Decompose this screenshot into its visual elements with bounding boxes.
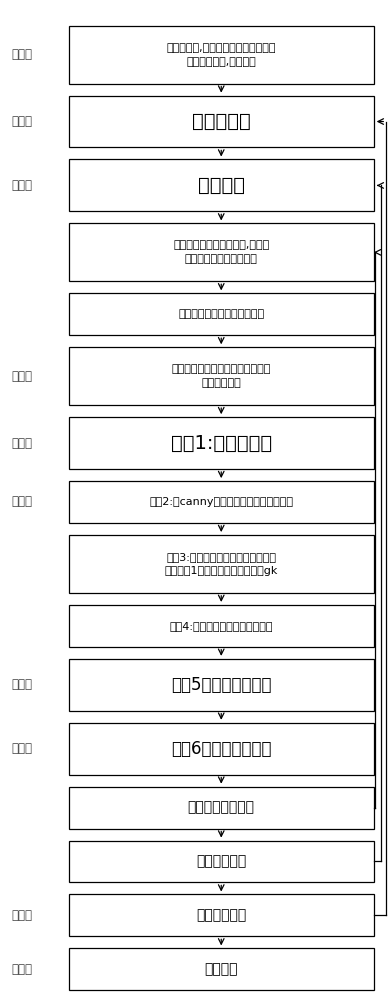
Text: 循环结束: 循环结束: [204, 962, 238, 976]
Bar: [69, 948, 374, 990]
Bar: [69, 96, 374, 147]
Text: 建立阻抗矩阵对角汉森矩阵的计算
计算代价函数: 建立阻抗矩阵对角汉森矩阵的计算 计算代价函数: [172, 364, 271, 388]
Bar: [69, 723, 374, 775]
Text: 第四步: 第四步: [12, 370, 33, 383]
Bar: [69, 159, 374, 211]
Text: 步骤3:利用探测得到的模型边界信息
修正步骤1中得到的目标函数梯度gk: 步骤3:利用探测得到的模型边界信息 修正步骤1中得到的目标函数梯度gk: [165, 552, 278, 576]
Bar: [69, 535, 374, 593]
Text: 读取上个频率的反演结果,如果是
第一个频率则为初始模型: 读取上个频率的反演结果,如果是 第一个频率则为初始模型: [173, 240, 269, 264]
Text: 初始化梯度,对角汉森矩阵和代价函数
读取初始模型,初始边界: 初始化梯度,对角汉森矩阵和代价函数 读取初始模型,初始边界: [167, 43, 276, 67]
Text: 迭代终止条件: 迭代终止条件: [196, 854, 246, 868]
Bar: [69, 481, 374, 523]
Text: 步骤2:用canny边缘检测算子检测模型边缘: 步骤2:用canny边缘检测算子检测模型边缘: [149, 497, 293, 507]
Bar: [69, 659, 374, 711]
Text: 步骤5：计算迭代步长: 步骤5：计算迭代步长: [171, 676, 271, 694]
Bar: [69, 894, 374, 936]
Text: 步骤4:二次滤波增强结构边界信息: 步骤4:二次滤波增强结构边界信息: [170, 621, 273, 631]
Bar: [69, 223, 374, 281]
Text: 步骤1:梯度的计算: 步骤1:梯度的计算: [171, 434, 272, 453]
Text: 频率组循环: 频率组循环: [192, 112, 251, 131]
Bar: [69, 347, 374, 405]
Text: 第三步: 第三步: [12, 179, 33, 192]
Bar: [69, 417, 374, 469]
Text: 第九步: 第九步: [12, 909, 33, 922]
Text: 第八步: 第八步: [12, 742, 33, 755]
Bar: [69, 841, 374, 882]
Bar: [69, 293, 374, 335]
Text: 频率终止条件: 频率终止条件: [196, 908, 246, 922]
Text: 第十步: 第十步: [12, 963, 33, 976]
Text: 步骤6：更新速度模型: 步骤6：更新速度模型: [171, 740, 271, 758]
Text: 单个频率终止条件: 单个频率终止条件: [188, 801, 255, 815]
Text: 迭代循环: 迭代循环: [198, 176, 245, 195]
Bar: [69, 787, 374, 829]
Text: 第二步: 第二步: [12, 115, 33, 128]
Text: 第五步: 第五步: [12, 437, 33, 450]
Text: 在一个频率组中迭代单个频率: 在一个频率组中迭代单个频率: [178, 309, 264, 319]
Bar: [69, 26, 374, 84]
Text: 第六步: 第六步: [12, 495, 33, 508]
Text: 第七步: 第七步: [12, 678, 33, 691]
Bar: [69, 605, 374, 647]
Text: 第一步: 第一步: [12, 48, 33, 61]
